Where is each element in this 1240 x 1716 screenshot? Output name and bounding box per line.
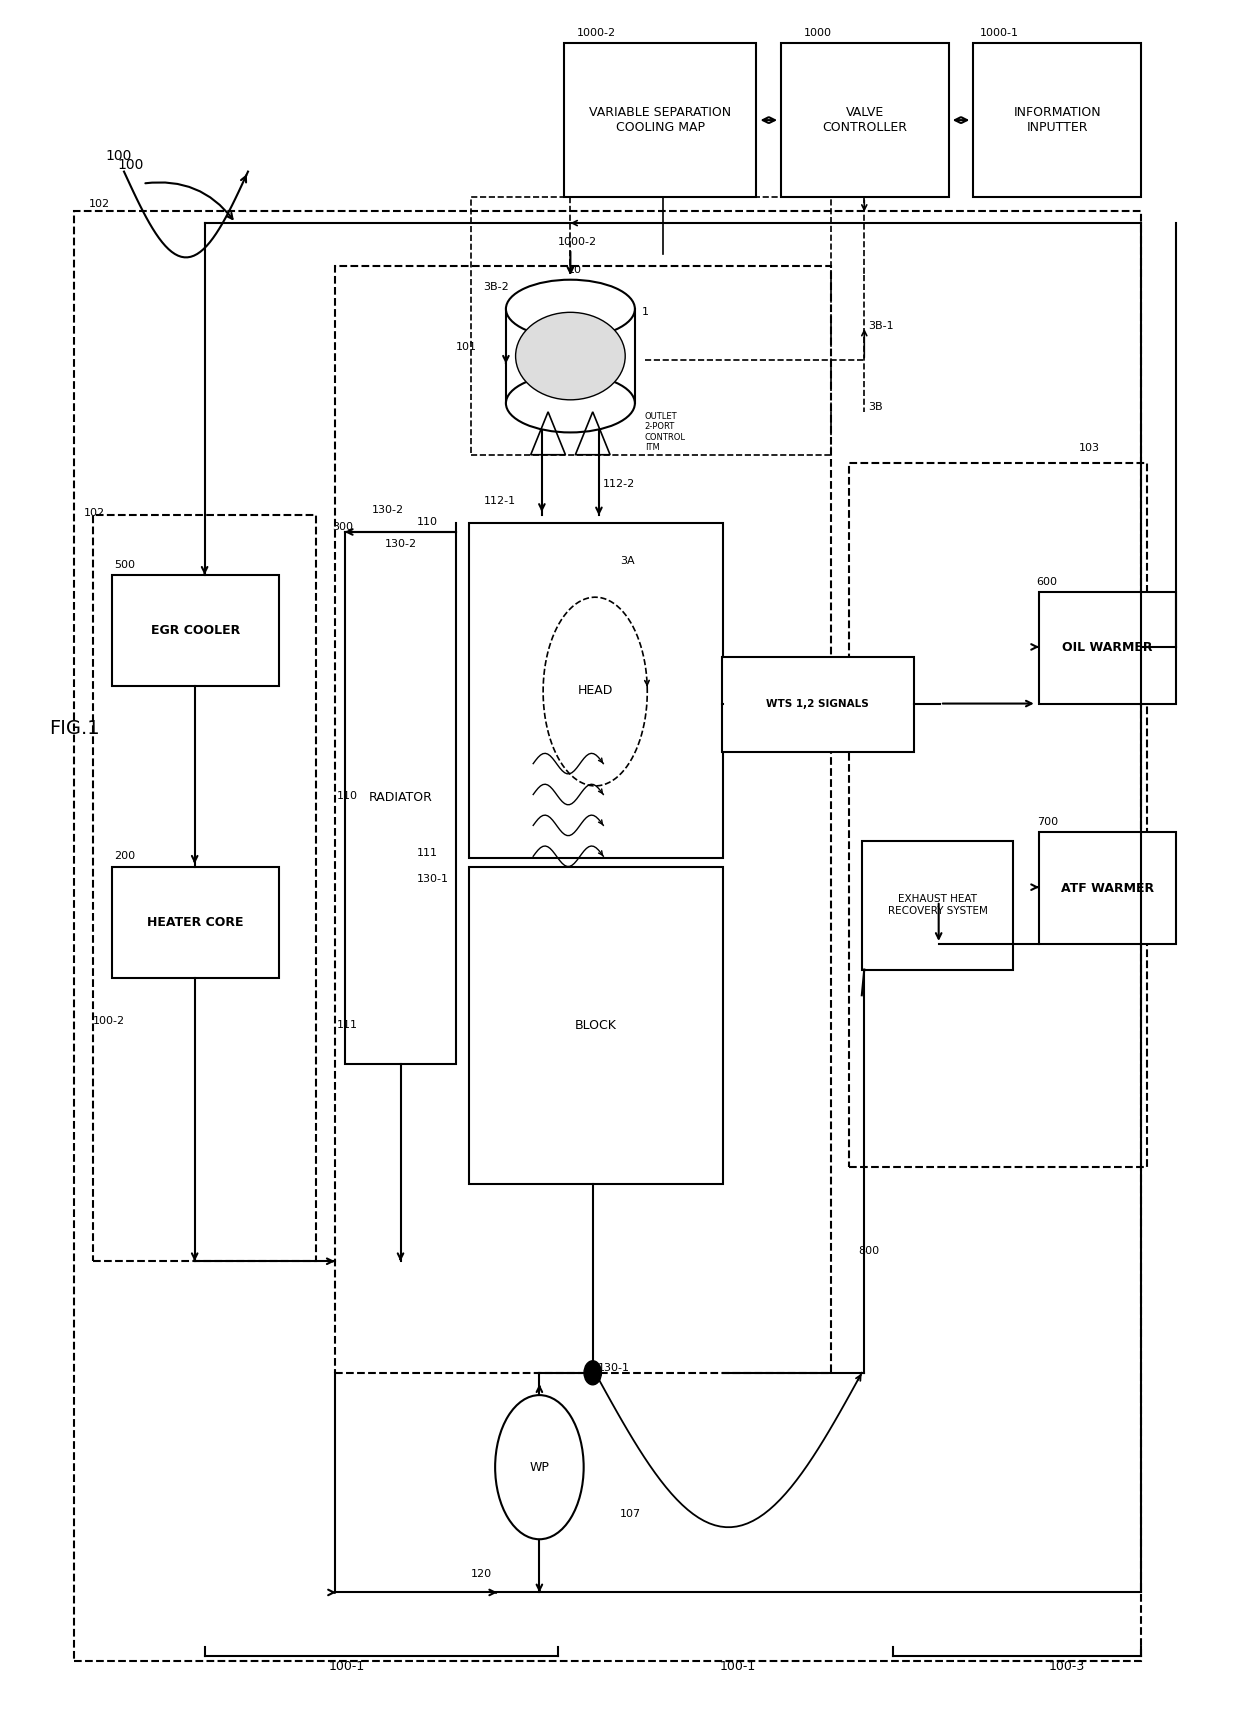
Text: 1000-2: 1000-2 — [577, 27, 616, 38]
Text: 1: 1 — [642, 307, 650, 317]
Text: 130-1: 130-1 — [598, 1363, 630, 1373]
Text: OIL WARMER: OIL WARMER — [1063, 642, 1152, 654]
Text: 130-1: 130-1 — [417, 873, 449, 884]
Text: 600: 600 — [1037, 577, 1058, 587]
Text: 800: 800 — [858, 1246, 879, 1256]
Text: 103: 103 — [1079, 443, 1100, 453]
Text: 107: 107 — [620, 1508, 641, 1519]
FancyBboxPatch shape — [345, 532, 456, 1064]
Text: VALVE
CONTROLLER: VALVE CONTROLLER — [822, 106, 908, 134]
Text: OUTLET
2-PORT
CONTROL
ITM: OUTLET 2-PORT CONTROL ITM — [645, 412, 686, 451]
Text: 101: 101 — [456, 341, 477, 352]
Text: 100: 100 — [105, 149, 131, 163]
Text: 3B: 3B — [868, 402, 883, 412]
Text: 110: 110 — [417, 517, 438, 527]
Text: 300: 300 — [332, 522, 353, 532]
Text: 1000: 1000 — [804, 27, 832, 38]
FancyBboxPatch shape — [112, 575, 279, 686]
Text: WP: WP — [529, 1460, 549, 1474]
Text: 120: 120 — [471, 1568, 492, 1579]
FancyBboxPatch shape — [781, 43, 949, 197]
FancyBboxPatch shape — [564, 43, 756, 197]
FancyBboxPatch shape — [1039, 832, 1176, 944]
Text: 500: 500 — [114, 559, 135, 570]
FancyBboxPatch shape — [722, 657, 914, 752]
FancyBboxPatch shape — [973, 43, 1141, 197]
FancyBboxPatch shape — [112, 867, 279, 978]
Text: VARIABLE SEPARATION
COOLING MAP: VARIABLE SEPARATION COOLING MAP — [589, 106, 732, 134]
Text: 112-2: 112-2 — [603, 479, 635, 489]
Text: 130-2: 130-2 — [372, 505, 404, 515]
Text: 100-1: 100-1 — [329, 1659, 366, 1673]
Text: 111: 111 — [417, 848, 438, 858]
Text: 102: 102 — [84, 508, 105, 518]
Text: EGR COOLER: EGR COOLER — [151, 625, 239, 637]
Text: BLOCK: BLOCK — [575, 1019, 616, 1031]
Text: 1000-1: 1000-1 — [980, 27, 1018, 38]
FancyBboxPatch shape — [862, 841, 1013, 970]
Text: EXHAUST HEAT
RECOVERY SYSTEM: EXHAUST HEAT RECOVERY SYSTEM — [888, 894, 987, 916]
Text: ATF WARMER: ATF WARMER — [1060, 882, 1154, 894]
Text: 102: 102 — [89, 199, 110, 209]
Text: RADIATOR: RADIATOR — [368, 791, 433, 805]
Text: HEAD: HEAD — [578, 685, 614, 697]
Text: 10: 10 — [568, 264, 582, 275]
Text: 3B-2: 3B-2 — [484, 281, 510, 292]
Text: FIG.1: FIG.1 — [50, 719, 100, 738]
Text: 3B-1: 3B-1 — [868, 321, 894, 331]
Text: 1000-2: 1000-2 — [558, 237, 598, 247]
Text: 100-3: 100-3 — [1048, 1659, 1085, 1673]
FancyBboxPatch shape — [469, 867, 723, 1184]
Circle shape — [584, 1361, 601, 1385]
Text: INFORMATION
INPUTTER: INFORMATION INPUTTER — [1013, 106, 1101, 134]
Ellipse shape — [506, 374, 635, 432]
Text: 100-2: 100-2 — [93, 1016, 125, 1026]
Text: 100: 100 — [118, 158, 144, 172]
Text: 111: 111 — [337, 1019, 358, 1030]
Ellipse shape — [495, 1395, 584, 1539]
Ellipse shape — [516, 312, 625, 400]
Ellipse shape — [506, 280, 635, 338]
Text: 700: 700 — [1037, 817, 1058, 827]
Text: 112-1: 112-1 — [484, 496, 516, 506]
Text: 130-2: 130-2 — [384, 539, 417, 549]
Text: HEATER CORE: HEATER CORE — [148, 916, 243, 928]
Text: 100-1: 100-1 — [719, 1659, 756, 1673]
FancyBboxPatch shape — [469, 523, 723, 858]
Text: 200: 200 — [114, 851, 135, 861]
Text: 3A: 3A — [620, 556, 635, 566]
Text: 110: 110 — [337, 791, 358, 801]
FancyBboxPatch shape — [1039, 592, 1176, 704]
Text: WTS 1,2 SIGNALS: WTS 1,2 SIGNALS — [766, 700, 869, 709]
